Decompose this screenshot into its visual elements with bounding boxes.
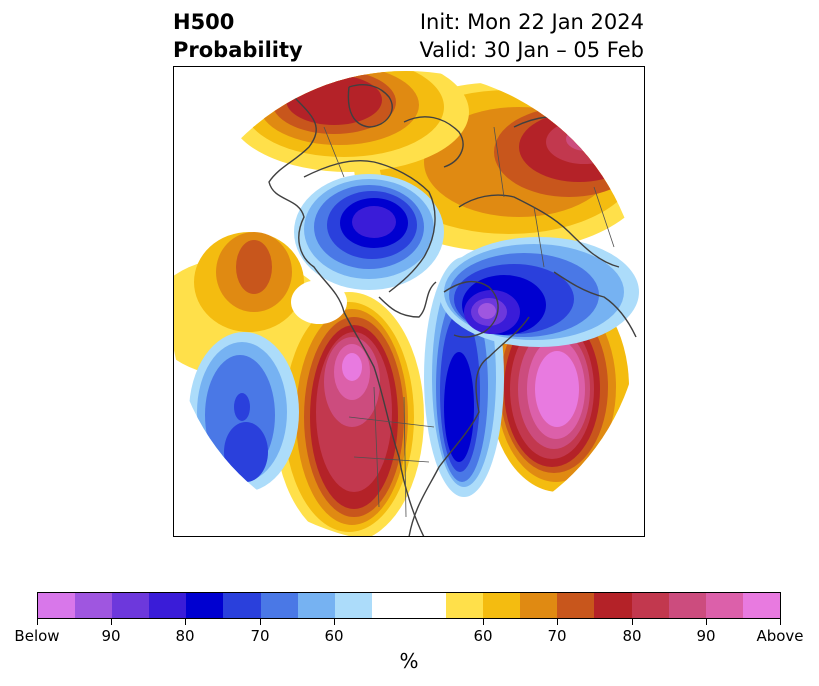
valid-date: Valid: 30 Jan – 05 Feb xyxy=(419,38,644,62)
colorbar-tick xyxy=(706,619,707,625)
anomaly-arctic-siberia-below xyxy=(294,174,444,290)
colorbar-above-80 xyxy=(631,593,669,618)
probability-map-svg xyxy=(174,71,642,536)
colorbar-tick xyxy=(185,619,186,625)
colorbar-tick xyxy=(260,619,261,625)
anomaly-north-atlantic-above xyxy=(489,282,629,492)
colorbar xyxy=(37,592,781,619)
colorbar-label-below-60: 60 xyxy=(324,627,344,645)
colorbar-below-55 xyxy=(334,593,372,618)
probability-field xyxy=(174,71,642,536)
colorbar-tick xyxy=(334,619,335,625)
colorbar-tick xyxy=(37,619,38,625)
probability-map xyxy=(173,66,645,537)
colorbar-label-below-90: 90 xyxy=(101,627,121,645)
colorbar-label-above-80: 80 xyxy=(622,627,642,645)
near-normal-gap xyxy=(291,280,347,324)
colorbar-label-above-70: 70 xyxy=(547,627,567,645)
title-line-1: H500 xyxy=(173,10,235,34)
colorbar-label-below-70: 70 xyxy=(250,627,270,645)
colorbar-above-75 xyxy=(594,593,632,618)
colorbar-label-above-60: 60 xyxy=(473,627,493,645)
colorbar-below-70 xyxy=(223,593,261,618)
colorbar-below-65 xyxy=(260,593,298,618)
colorbar-units: % xyxy=(399,649,419,673)
colorbar-below-80 xyxy=(149,593,187,618)
colorbar-above-90 xyxy=(705,593,743,618)
colorbar-label-above-90: 90 xyxy=(696,627,716,645)
colorbar-label-below-80: 80 xyxy=(175,627,195,645)
colorbar-above-70 xyxy=(557,593,595,618)
anomaly-greenland-below xyxy=(439,237,639,347)
colorbar-above-60 xyxy=(483,593,521,618)
colorbar-tick xyxy=(111,619,112,625)
colorbar-above-85 xyxy=(668,593,706,618)
chart-title: H500 Probability xyxy=(173,8,303,64)
colorbar-tick xyxy=(483,619,484,625)
colorbar-below-85 xyxy=(112,593,150,618)
title-line-2: Probability xyxy=(173,38,303,62)
colorbar-label-below: Below xyxy=(14,627,60,645)
colorbar-tick xyxy=(780,619,781,625)
colorbar-above-95 xyxy=(742,593,780,618)
anomaly-west-pacific-below xyxy=(189,332,299,492)
colorbar-above-65 xyxy=(520,593,558,618)
colorbar-tick xyxy=(632,619,633,625)
borders xyxy=(323,126,615,518)
colorbar-label-above: Above xyxy=(756,627,804,645)
init-date: Init: Mon 22 Jan 2024 xyxy=(419,10,644,34)
colorbar-below-95 xyxy=(38,593,76,618)
chart-dates: Init: Mon 22 Jan 2024 Valid: 30 Jan – 05… xyxy=(419,8,644,64)
colorbar-below-75 xyxy=(186,593,224,618)
anomaly-north-pacific-above xyxy=(174,232,329,377)
colorbar-below-90 xyxy=(75,593,113,618)
colorbar-above-55 xyxy=(446,593,484,618)
colorbar-near-normal xyxy=(371,593,447,618)
colorbar-below-60 xyxy=(297,593,335,618)
coastlines xyxy=(268,84,640,536)
colorbar-tick xyxy=(557,619,558,625)
